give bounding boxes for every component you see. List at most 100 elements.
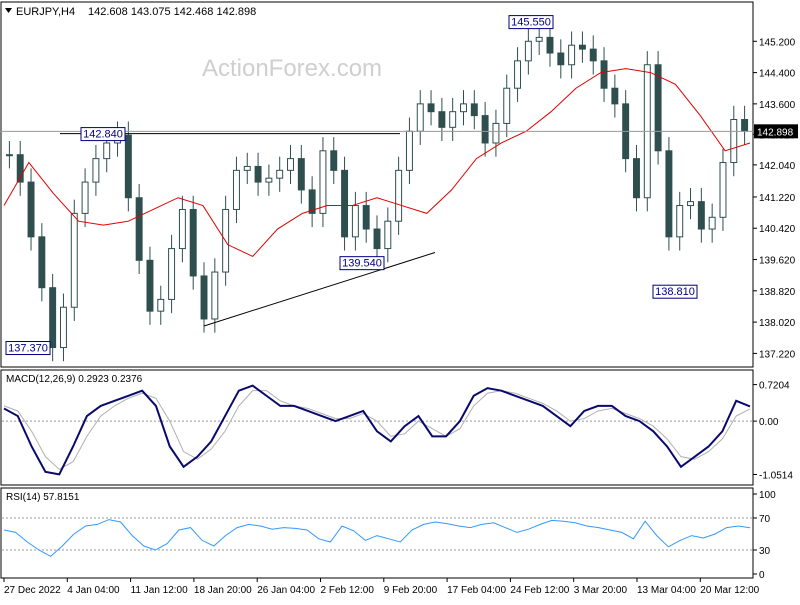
dropdown-arrow-icon <box>5 8 12 13</box>
macd-signal-line <box>3 390 751 470</box>
candle-body <box>697 201 705 230</box>
macd-tick-label: 0.7204 <box>759 381 790 392</box>
candle-body <box>243 165 251 171</box>
candle-body <box>178 208 186 250</box>
macd-plot: 0.7204 0.00 -1.0514 <box>2 381 793 481</box>
candle-body <box>16 154 24 183</box>
macd-tick-label: -1.0514 <box>759 470 793 481</box>
candle-body <box>265 177 273 183</box>
time-tick-label: 17 Feb 04:00 <box>447 585 506 596</box>
price-tick-label: 138.820 <box>759 287 796 298</box>
candle-body <box>59 306 67 349</box>
candle-body <box>676 205 684 238</box>
candle-body <box>546 36 554 54</box>
candle-body <box>654 64 662 152</box>
price-tick-label: 140.420 <box>759 224 796 235</box>
price-panel-frame <box>0 1 754 368</box>
candle-body <box>470 103 478 117</box>
candle-body <box>189 208 197 277</box>
time-tick-label: 2 Feb 12:00 <box>321 585 375 596</box>
candle-body <box>427 103 435 113</box>
candle-body <box>276 169 284 179</box>
time-tick-label: 24 Feb 12:00 <box>510 585 569 596</box>
time-axis: 27 Dec 2022 4 Jan 04:00 11 Jan 12:00 18 Jan… <box>3 578 760 596</box>
price-tick-label: 142.040 <box>759 161 796 172</box>
time-tick-label: 27 Dec 2022 <box>4 585 61 596</box>
ohlc-values: 142.608 143.075 142.468 142.898 <box>88 6 256 18</box>
level-label: 138.810 <box>655 286 695 298</box>
candle-body <box>373 228 381 250</box>
candle-body <box>27 181 35 238</box>
candle-body <box>557 52 565 66</box>
macd-panel-frame <box>0 369 754 486</box>
candle-body <box>438 111 446 128</box>
price-tick-label: 139.620 <box>759 256 796 267</box>
price-tick-label: 145.200 <box>759 37 796 48</box>
candle-body <box>730 119 738 164</box>
candle-body <box>514 60 522 89</box>
rsi-tick-label: 70 <box>759 514 771 525</box>
candle-body <box>70 212 78 308</box>
candle-body <box>416 103 424 132</box>
candle-body <box>492 122 500 144</box>
candle-body <box>135 197 143 261</box>
level-label-box <box>339 256 385 271</box>
candle-body <box>460 103 467 113</box>
price-axis: 145.200144.400143.600142.820142.040141.2… <box>753 37 796 360</box>
candle-body <box>287 158 294 171</box>
candle-body <box>168 248 176 300</box>
candle-body <box>589 48 597 62</box>
macd-main-line <box>3 384 751 476</box>
time-tick-label: 13 Mar 04:00 <box>637 585 696 596</box>
candle-body <box>741 119 749 132</box>
candle-body <box>211 271 219 320</box>
time-tick-label: 11 Jan 12:00 <box>131 585 189 596</box>
candle-body <box>319 150 327 214</box>
level-label-box <box>508 15 554 30</box>
price-tick-label: 143.600 <box>759 100 796 111</box>
candle-body <box>38 236 46 289</box>
candle-body <box>330 150 338 171</box>
price-tick-label: 141.220 <box>759 193 796 204</box>
candle-body <box>384 220 392 250</box>
macd-tick-label: 0.00 <box>759 417 779 428</box>
candle-body <box>200 275 208 320</box>
candle-body <box>5 154 13 157</box>
candle-body <box>405 130 413 171</box>
candle-body <box>92 158 100 183</box>
candle-body <box>341 169 349 238</box>
candle-body <box>503 87 511 124</box>
candle-body <box>449 111 457 128</box>
candle-body <box>708 216 716 230</box>
rsi-tick-label: 100 <box>759 490 776 501</box>
candle-body <box>600 60 608 89</box>
moving-average-line <box>3 68 751 258</box>
price-tick-label: 137.220 <box>759 349 796 360</box>
level-label: 139.540 <box>342 258 382 270</box>
time-tick-label: 9 Feb 20:00 <box>384 585 438 596</box>
rsi-panel-frame <box>0 487 754 579</box>
candle-body <box>535 36 543 42</box>
watermark: ActionForex.com <box>202 55 382 82</box>
level-label-box <box>80 127 126 142</box>
symbol-label: EURJPY,H4 <box>16 6 75 18</box>
candle-body <box>395 169 403 222</box>
level-label-box <box>652 284 698 299</box>
level-label-box <box>5 341 51 356</box>
candle-body <box>124 134 132 199</box>
candle-body <box>157 298 165 312</box>
candle-body <box>146 259 154 312</box>
candle-body <box>232 169 240 210</box>
level-label: 137.370 <box>8 343 48 355</box>
candle-body <box>578 44 586 50</box>
time-tick-label: 18 Jan 20:00 <box>194 585 252 596</box>
candle-body <box>687 201 695 207</box>
rsi-tick-label: 30 <box>759 546 771 557</box>
rsi-label: RSI(14) 57.8151 <box>6 492 80 503</box>
time-tick-label: 20 Mar 12:00 <box>700 585 759 596</box>
level-label: 145.550 <box>511 17 551 29</box>
candle-body <box>362 205 370 230</box>
candle-body <box>308 189 316 214</box>
candle-body <box>568 44 576 66</box>
